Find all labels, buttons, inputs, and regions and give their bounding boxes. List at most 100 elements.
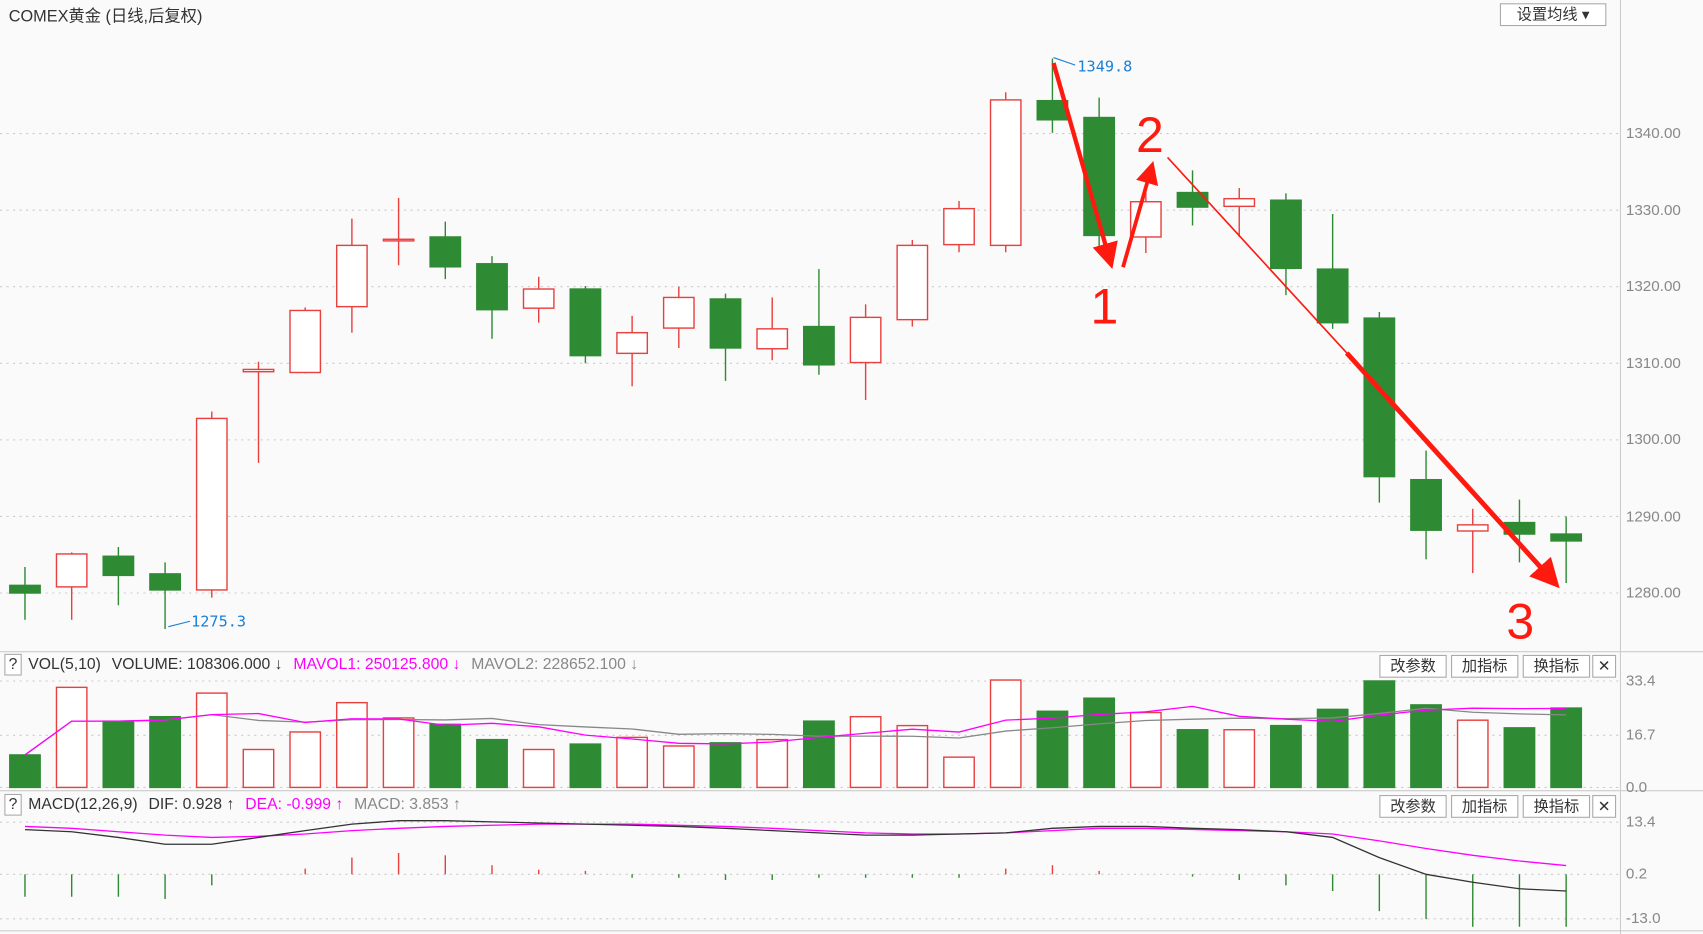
- candle-up: [849, 316, 882, 364]
- price-axis-label: 1300.00: [1625, 430, 1681, 448]
- macd-axis-label: 13.4: [1625, 812, 1656, 830]
- annotation-arrow-1: [1051, 62, 1118, 270]
- volume-bar: [102, 720, 135, 789]
- volume-bar: [569, 743, 602, 789]
- volume-help-button[interactable]: ?: [4, 653, 22, 676]
- candle-down: [9, 584, 41, 594]
- volume-bar: [149, 715, 181, 789]
- candle-up: [989, 99, 1022, 247]
- volume-bar: [1270, 724, 1302, 789]
- volume-bar: [9, 754, 41, 789]
- candle-down: [102, 555, 135, 577]
- volume-bar: [289, 731, 322, 789]
- candle-up: [242, 368, 275, 373]
- low-pointer-icon: [168, 620, 191, 628]
- annotation-number-3: 3: [1506, 594, 1534, 650]
- mavol1-line: [24, 705, 1567, 756]
- high-pointer-icon: [1053, 57, 1076, 66]
- volume-bar: [1129, 711, 1162, 789]
- volume-indicator-name: VOL(5,10): [28, 656, 101, 674]
- macd-help-button[interactable]: ?: [4, 793, 22, 816]
- volume-bar: [1316, 708, 1349, 789]
- price-axis-label: 1310.00: [1625, 353, 1681, 371]
- candle-up: [662, 296, 695, 329]
- candle-down: [1550, 533, 1583, 542]
- annotation-arrow-3: [1344, 351, 1560, 589]
- candle-up: [1129, 201, 1162, 238]
- candle-down: [1176, 191, 1209, 208]
- volume-bar: [476, 738, 508, 789]
- volume-bar: [1083, 697, 1116, 789]
- volume-bar: [662, 745, 695, 789]
- candle-up: [896, 244, 929, 321]
- dea-value: DEA: -0.999 ↑: [245, 796, 344, 814]
- candle-up: [382, 238, 415, 242]
- mavol2-line: [24, 707, 1567, 756]
- chart-title: COMEX黄金 (日线,后复权): [8, 7, 203, 27]
- annotation-number-2: 2: [1136, 107, 1164, 163]
- volume-bar: [1036, 710, 1069, 789]
- volume-bar: [849, 715, 882, 789]
- volume-bar: [1456, 719, 1489, 789]
- candle-down: [1316, 268, 1349, 324]
- macd-axis-label: -13.0: [1625, 909, 1661, 927]
- price-axis-label: 1320.00: [1625, 276, 1681, 295]
- volume-bar: [1410, 704, 1442, 789]
- macd-add-indicator-button[interactable]: 加指标: [1451, 795, 1519, 818]
- volume-swap-indicator-button[interactable]: 换指标: [1522, 654, 1591, 678]
- candle-up: [943, 207, 975, 246]
- price-axis-label: 1330.00: [1625, 200, 1681, 218]
- candle-up: [616, 331, 649, 355]
- high-price-label: 1349.8: [1077, 58, 1132, 76]
- volume-bar: [1176, 729, 1209, 789]
- volume-add-indicator-button[interactable]: 加指标: [1451, 654, 1519, 678]
- volume-bar: [382, 717, 415, 789]
- volume-bar: [1503, 727, 1536, 789]
- candle-down: [1270, 199, 1302, 270]
- candle-up: [55, 553, 88, 588]
- dif-line: [24, 820, 1567, 892]
- volume-axis-label: 33.4: [1625, 671, 1656, 689]
- candle-down: [803, 325, 835, 366]
- price-axis-label: 1280.00: [1625, 583, 1681, 601]
- volume-bar: [709, 742, 742, 789]
- volume-close-icon[interactable]: ✕: [1592, 654, 1617, 678]
- macd-swap-indicator-button[interactable]: 换指标: [1522, 795, 1591, 818]
- volume-bar: [756, 738, 789, 789]
- volume-bar: [1223, 729, 1256, 789]
- low-price-label: 1275.3: [191, 613, 246, 631]
- volume-bar: [242, 748, 275, 789]
- macd-close-icon[interactable]: ✕: [1592, 795, 1617, 818]
- candle-up: [1456, 524, 1489, 532]
- volume-bar: [1550, 707, 1583, 789]
- volume-bar: [335, 701, 368, 789]
- macd-indicator-name: MACD(12,26,9): [28, 796, 138, 814]
- dif-value: DIF: 0.928 ↑: [148, 796, 235, 814]
- volume-bar: [195, 692, 228, 789]
- volume-bar: [803, 720, 835, 789]
- dea-line: [24, 823, 1567, 867]
- candle-up: [335, 244, 368, 308]
- macd-axis-label: 0.2: [1625, 864, 1648, 882]
- candle-up: [1223, 197, 1256, 208]
- candle-up: [289, 309, 322, 374]
- set-moving-average-dropdown[interactable]: 设置均线 ▾: [1499, 3, 1607, 27]
- volume-change-params-button[interactable]: 改参数: [1379, 654, 1447, 678]
- macd-change-params-button[interactable]: 改参数: [1379, 795, 1447, 818]
- volume-bar: [1363, 680, 1396, 789]
- price-axis-label: 1340.00: [1625, 123, 1681, 142]
- candle-down: [429, 236, 462, 268]
- volume-value: VOLUME: 108306.000 ↓: [111, 656, 283, 674]
- volume-bar: [522, 748, 555, 789]
- volume-bar: [943, 756, 975, 789]
- volume-axis-label: 16.7: [1625, 725, 1656, 743]
- mavol1-value: MAVOL1: 250125.800 ↓: [293, 656, 461, 674]
- price-axis-label: 1290.00: [1625, 506, 1681, 525]
- candle-down: [149, 573, 181, 591]
- volume-bar: [429, 723, 462, 789]
- candle-down: [569, 288, 602, 357]
- candle-up: [195, 417, 228, 591]
- volume-bar: [616, 736, 649, 789]
- annotation-arrow-2: [1121, 161, 1159, 268]
